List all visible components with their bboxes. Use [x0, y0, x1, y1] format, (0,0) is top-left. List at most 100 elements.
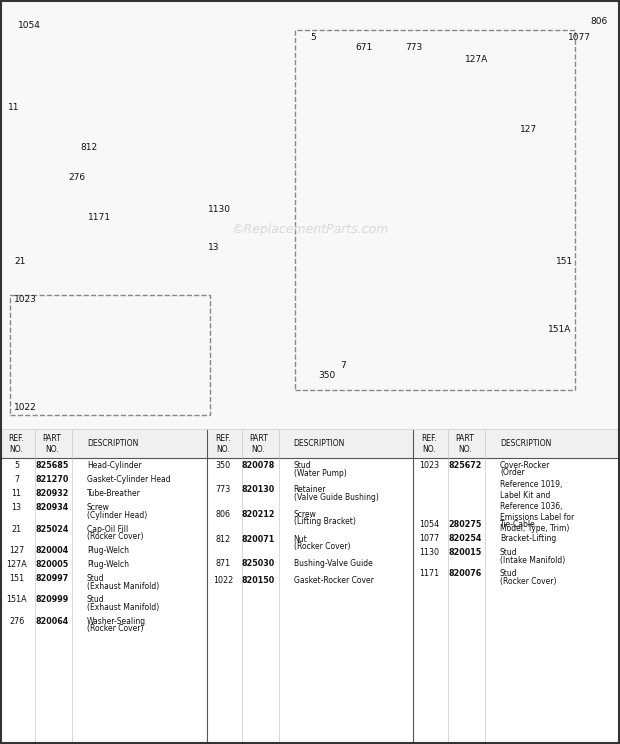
Text: 1054: 1054 [420, 520, 440, 529]
Text: 1171: 1171 [88, 214, 111, 222]
Text: 773: 773 [405, 42, 422, 51]
Text: 151A: 151A [6, 595, 27, 604]
Text: 1171: 1171 [420, 569, 440, 579]
Text: REF.
NO.: REF. NO. [9, 434, 24, 454]
Text: 276: 276 [68, 173, 85, 182]
Text: 825672: 825672 [448, 461, 482, 470]
Text: Tube-Breather: Tube-Breather [87, 489, 141, 498]
Text: 1130: 1130 [420, 548, 440, 557]
Text: 127: 127 [520, 126, 537, 135]
Text: 280275: 280275 [448, 520, 482, 529]
Bar [0, 430, 620, 458]
Text: Plug-Welch: Plug-Welch [87, 546, 129, 555]
Text: Cover-Rocker: Cover-Rocker [500, 461, 551, 470]
Text: 820212: 820212 [242, 510, 275, 519]
Text: PART
NO.: PART NO. [42, 434, 61, 454]
Text: 1077: 1077 [568, 33, 591, 42]
Text: 820071: 820071 [242, 534, 275, 544]
Text: 820004: 820004 [35, 546, 68, 555]
Text: 773: 773 [216, 486, 231, 495]
Text: Gasket-Cylinder Head: Gasket-Cylinder Head [87, 475, 170, 484]
Text: REF.
NO.: REF. NO. [216, 434, 231, 454]
Text: (Rocker Cover): (Rocker Cover) [87, 624, 143, 633]
Text: Stud: Stud [500, 569, 518, 579]
Text: 1022: 1022 [213, 576, 234, 585]
Text: 151A: 151A [548, 326, 572, 335]
Text: (Water Pump): (Water Pump) [293, 469, 346, 478]
Text: 1054: 1054 [18, 21, 41, 30]
Text: 13: 13 [12, 503, 22, 512]
Bar [0, 430, 620, 744]
Text: 13: 13 [208, 243, 219, 252]
Text: 5: 5 [310, 33, 316, 42]
Text: PART
NO.: PART NO. [249, 434, 268, 454]
Text: Nut: Nut [293, 534, 308, 544]
Text: 151: 151 [556, 257, 574, 266]
Text: ©ReplacementParts.com: ©ReplacementParts.com [231, 223, 389, 237]
Text: Stud: Stud [87, 574, 105, 583]
Text: 5: 5 [14, 461, 19, 470]
Text: (Rocker Cover): (Rocker Cover) [500, 577, 556, 586]
Text: 820254: 820254 [448, 534, 482, 543]
Text: 820997: 820997 [35, 574, 68, 583]
Text: 1130: 1130 [208, 205, 231, 214]
Text: 820078: 820078 [242, 461, 275, 470]
Text: Washer-Sealing: Washer-Sealing [87, 617, 146, 626]
Text: 820064: 820064 [35, 617, 68, 626]
Text: 825685: 825685 [35, 461, 68, 470]
Text: (Exhaust Manifold): (Exhaust Manifold) [87, 603, 159, 612]
Text: Stud: Stud [87, 595, 105, 604]
Text: Head-Cylinder: Head-Cylinder [87, 461, 141, 470]
Text: Gasket-Rocker Cover: Gasket-Rocker Cover [293, 576, 373, 585]
Text: Plug-Welch: Plug-Welch [87, 560, 129, 569]
Text: 1077: 1077 [420, 534, 440, 543]
Text: Bushing-Valve Guide: Bushing-Valve Guide [293, 559, 372, 568]
Text: 7: 7 [14, 475, 19, 484]
Text: (Rocker Cover): (Rocker Cover) [293, 542, 350, 551]
Text: 21: 21 [14, 257, 25, 266]
Text: 127A: 127A [6, 560, 27, 569]
Text: 127: 127 [9, 546, 24, 555]
Text: 127A: 127A [465, 56, 489, 65]
Text: 806: 806 [216, 510, 231, 519]
Bar [10, 295, 210, 415]
Text: Screw: Screw [87, 503, 110, 512]
Text: Retainer: Retainer [293, 486, 326, 495]
Text: 1023: 1023 [420, 461, 440, 470]
Text: Bracket-Lifting: Bracket-Lifting [500, 534, 556, 543]
Text: 812: 812 [216, 534, 231, 544]
Text: Screw: Screw [293, 510, 316, 519]
Text: 671: 671 [355, 42, 372, 51]
Text: (Exhaust Manifold): (Exhaust Manifold) [87, 582, 159, 591]
Bar [295, 30, 575, 390]
Text: DESCRIPTION: DESCRIPTION [293, 438, 345, 447]
Text: 806: 806 [590, 18, 607, 27]
Text: (Intake Manifold): (Intake Manifold) [500, 556, 565, 565]
Text: 350: 350 [318, 371, 335, 379]
Text: REF.
NO.: REF. NO. [422, 434, 437, 454]
Text: Stud: Stud [500, 548, 518, 557]
Text: 11: 11 [12, 489, 22, 498]
Text: 820934: 820934 [35, 503, 68, 512]
Text: 1023: 1023 [14, 295, 37, 304]
Text: 871: 871 [216, 559, 231, 568]
Text: (Valve Guide Bushing): (Valve Guide Bushing) [293, 493, 378, 502]
Text: 1022: 1022 [14, 403, 37, 412]
Text: Cap-Oil Fill: Cap-Oil Fill [87, 525, 128, 533]
Text: DESCRIPTION: DESCRIPTION [500, 438, 551, 447]
Text: (Lifting Bracket): (Lifting Bracket) [293, 518, 355, 527]
Text: PART
NO.: PART NO. [455, 434, 474, 454]
Text: 350: 350 [216, 461, 231, 470]
Text: Stud: Stud [293, 461, 311, 470]
Text: 820015: 820015 [448, 548, 481, 557]
Text: 825030: 825030 [242, 559, 275, 568]
Text: (Rocker Cover): (Rocker Cover) [87, 532, 143, 541]
Text: 21: 21 [12, 525, 22, 533]
Text: (Order
Reference 1019,
Label Kit and
Reference 1036,
Emissions Label for
Model, : (Order Reference 1019, Label Kit and Ref… [500, 469, 574, 533]
Text: 820932: 820932 [35, 489, 68, 498]
Text: 276: 276 [9, 617, 24, 626]
Text: 820076: 820076 [448, 569, 481, 579]
Text: 820005: 820005 [35, 560, 68, 569]
Text: 820150: 820150 [242, 576, 275, 585]
Text: (Cylinder Head): (Cylinder Head) [87, 510, 147, 519]
